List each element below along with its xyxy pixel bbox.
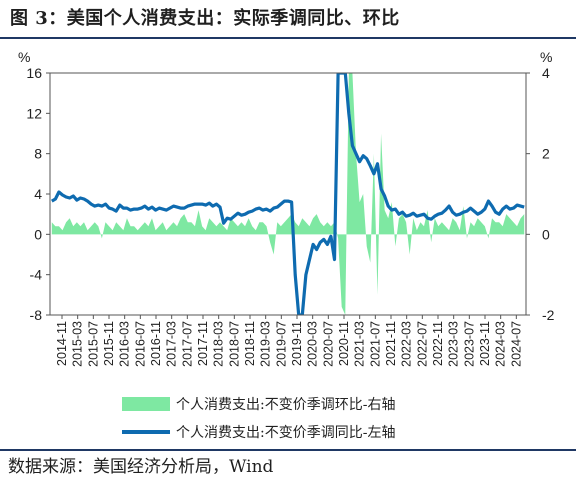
legend-label-area: 个人消费支出:不变价季调环比-右轴 xyxy=(176,397,395,413)
x-tick-label: 2021-11 xyxy=(384,321,398,366)
x-tick-label: 2022-03 xyxy=(400,321,414,367)
x-tick-label: 2017-11 xyxy=(196,321,210,366)
plot-frame xyxy=(49,72,527,316)
x-tick-label: 2018-03 xyxy=(212,321,226,367)
x-tick-label: 2018-11 xyxy=(243,321,257,366)
x-tick-label: 2015-03 xyxy=(71,321,85,367)
plot-area xyxy=(49,72,527,316)
right-tick-label: 0 xyxy=(542,226,550,242)
left-axis-unit: % xyxy=(18,49,30,65)
x-tick-label: 2021-07 xyxy=(368,321,382,367)
source-rule xyxy=(0,449,576,451)
chart-title: 图 3：美国个人消费支出：实际季调同比、环比 xyxy=(10,8,400,29)
legend-swatch-area xyxy=(122,397,170,411)
right-tick-label: 2 xyxy=(542,146,550,162)
legend: 个人消费支出:不变价季调环比-右轴 个人消费支出:不变价季调同比-左轴 xyxy=(122,397,395,441)
x-tick-label: 2024-03 xyxy=(494,321,508,367)
x-tick-label: 2023-07 xyxy=(462,321,476,367)
right-tick-label: 4 xyxy=(542,65,550,81)
series-area-mom xyxy=(51,73,525,315)
x-tick-label: 2014-11 xyxy=(55,321,69,366)
x-tick-label: 2016-11 xyxy=(149,321,163,366)
right-axis-ticks: 4 2 0 -2 xyxy=(526,65,555,323)
x-tick-label: 2015-07 xyxy=(86,321,100,367)
x-tick-label: 2017-07 xyxy=(180,321,194,367)
left-tick-label: 16 xyxy=(26,65,42,81)
x-tick-label: 2018-07 xyxy=(227,321,241,367)
source-note: 数据来源：美国经济分析局，Wind xyxy=(8,457,274,477)
x-tick-label: 2022-07 xyxy=(415,321,429,367)
x-tick-label: 2016-03 xyxy=(118,321,132,367)
left-tick-label: 12 xyxy=(26,105,42,121)
x-tick-label: 2019-03 xyxy=(259,321,273,367)
x-tick-label: 2017-03 xyxy=(165,321,179,367)
x-tick-label: 2019-11 xyxy=(290,321,304,366)
x-tick-label: 2020-11 xyxy=(337,321,351,366)
x-tick-label: 2023-03 xyxy=(447,321,461,367)
x-tick-label: 2019-07 xyxy=(274,321,288,367)
left-tick-label: 0 xyxy=(34,226,42,242)
left-tick-label: 4 xyxy=(34,186,42,202)
x-tick-label: 2016-07 xyxy=(133,321,147,367)
left-tick-label: -8 xyxy=(30,307,43,323)
x-axis-ticks: 2014-11 2015-03 2015-07 2015-11 2016-03 2016-… xyxy=(55,315,523,367)
x-tick-label: 2015-11 xyxy=(102,321,116,366)
left-tick-label: -4 xyxy=(30,267,43,283)
left-axis-ticks: 16 12 8 4 0 -4 -8 xyxy=(26,65,50,323)
x-tick-label: 2020-03 xyxy=(306,321,320,367)
title-rule xyxy=(0,37,576,39)
series-line-yoy xyxy=(50,73,525,315)
left-tick-label: 8 xyxy=(34,146,42,162)
right-axis-unit: % xyxy=(540,49,552,65)
legend-label-line: 个人消费支出:不变价季调同比-左轴 xyxy=(176,425,395,441)
x-tick-label: 2020-07 xyxy=(321,321,335,367)
x-tick-label: 2022-11 xyxy=(431,321,445,366)
x-tick-label: 2023-11 xyxy=(478,321,492,366)
x-tick-label: 2024-07 xyxy=(509,321,523,367)
x-tick-label: 2021-03 xyxy=(353,321,367,367)
right-tick-label: -2 xyxy=(542,307,555,323)
